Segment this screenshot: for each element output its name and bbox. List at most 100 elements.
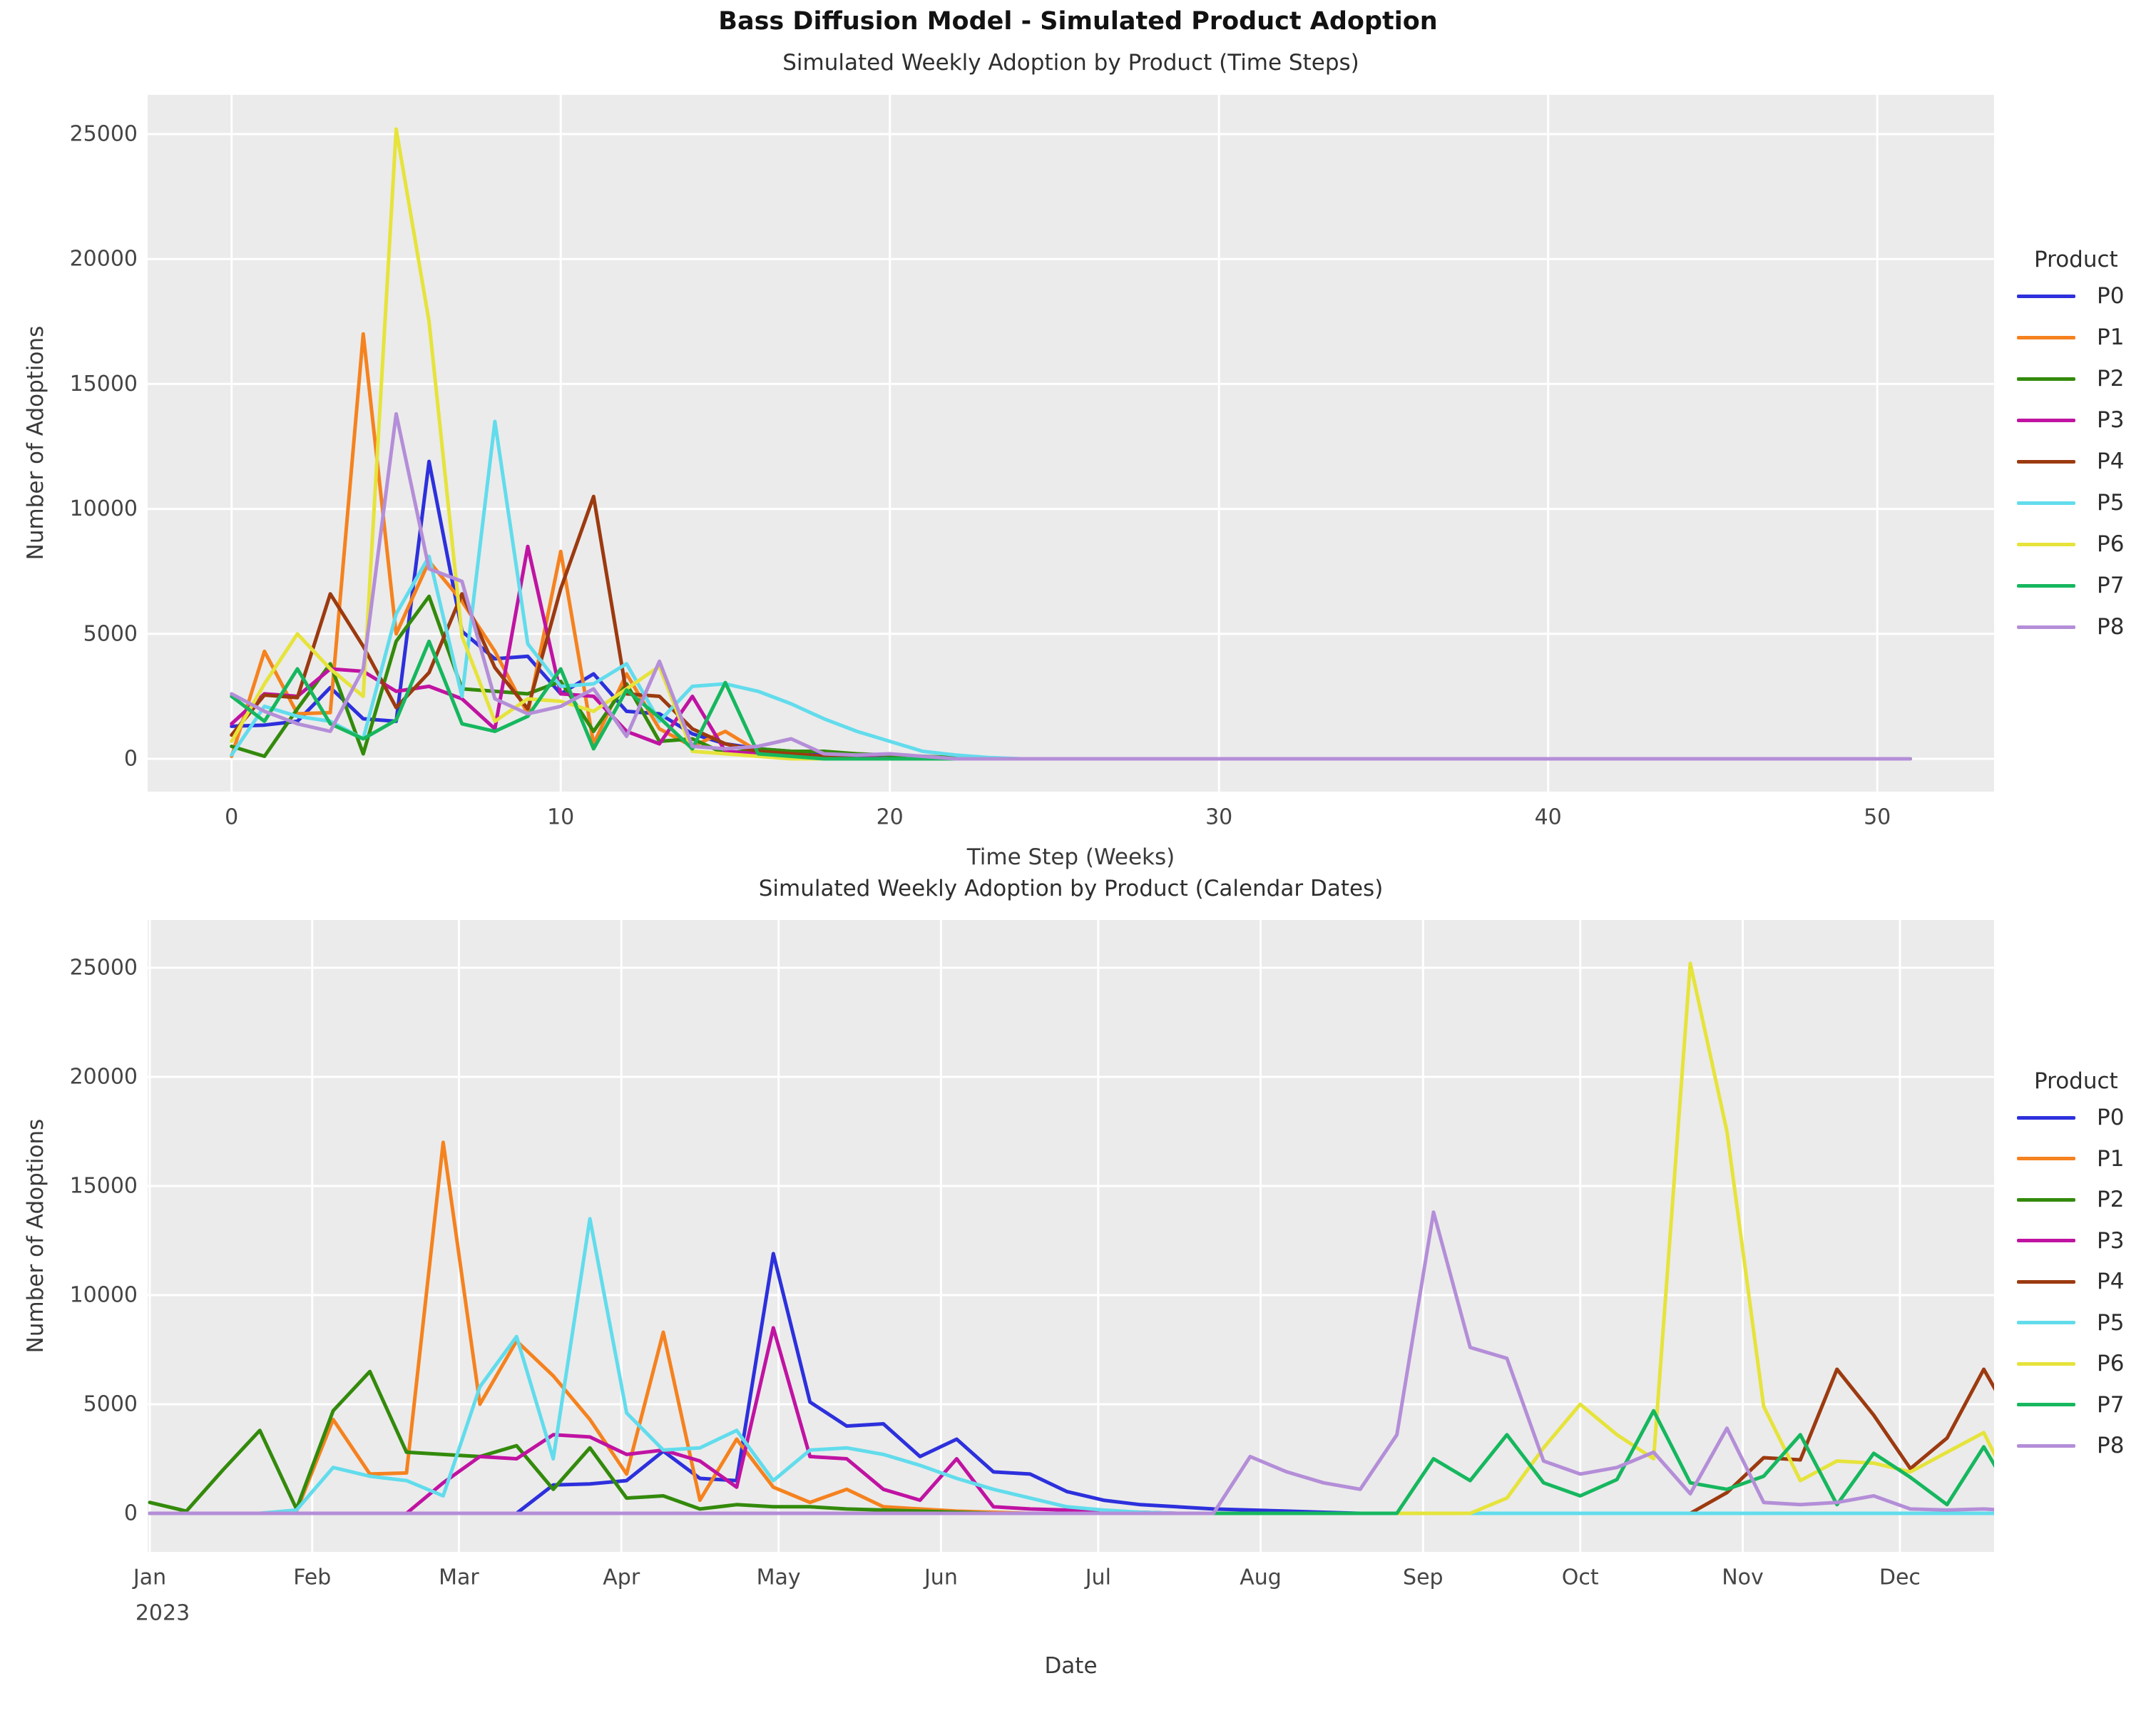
lg2-label-P0: P0 xyxy=(2097,1105,2125,1130)
legend-top-title: Product xyxy=(2034,247,2118,272)
panel2-xlabel: Date xyxy=(1044,1653,1098,1679)
lg2-swatch-P3 xyxy=(2017,1239,2075,1242)
panel2-ytick-0: 0 xyxy=(124,1501,138,1526)
lg1-label-P0: P0 xyxy=(2097,283,2125,309)
lg1-swatch-P6 xyxy=(2017,542,2075,546)
panel2-xtick-Jan: Jan xyxy=(132,1565,166,1590)
panel2-series-group xyxy=(148,961,1994,1515)
panel1-title: Simulated Weekly Adoption by Product (Ti… xyxy=(782,50,1359,76)
lg2-label-P4: P4 xyxy=(2097,1269,2125,1294)
lg2-swatch-P5 xyxy=(2017,1321,2075,1324)
lg2-item-P6: P6 xyxy=(2017,1350,2124,1377)
lg2-item-P1: P1 xyxy=(2017,1145,2124,1172)
panel2-xtick-May: May xyxy=(757,1565,801,1590)
lg1-item-P2: P2 xyxy=(2017,365,2124,392)
panel1-ytick-25000: 25000 xyxy=(70,122,138,147)
lg2-item-P0: P0 xyxy=(2017,1104,2124,1131)
lg2-swatch-P4 xyxy=(2017,1279,2075,1284)
panel1-ytick-20000: 20000 xyxy=(70,247,138,272)
panel1-ylabel: Number of Adoptions xyxy=(23,325,48,561)
lg1-label-P5: P5 xyxy=(2097,490,2125,516)
panel2-xtick-Dec: Dec xyxy=(1879,1565,1921,1590)
panel2-ytick-20000: 20000 xyxy=(70,1065,138,1090)
panel1-ytick-10000: 10000 xyxy=(70,496,138,521)
lg1-swatch-P4 xyxy=(2017,459,2075,464)
lg1-item-P3: P3 xyxy=(2017,407,2124,434)
lg1-swatch-P3 xyxy=(2017,418,2075,422)
lg1-swatch-P5 xyxy=(2017,501,2075,505)
panel1-ytick-0: 0 xyxy=(124,747,138,772)
panel2-line-P8 xyxy=(148,1210,1994,1515)
panel2-plot-area xyxy=(148,920,1994,1552)
lg1-item-P7: P7 xyxy=(2017,572,2124,599)
lg2-label-P7: P7 xyxy=(2097,1391,2125,1418)
lg1-item-P5: P5 xyxy=(2017,489,2124,516)
lg1-label-P6: P6 xyxy=(2097,531,2125,557)
lg2-item-P3: P3 xyxy=(2017,1227,2124,1254)
panel1-ytick-15000: 15000 xyxy=(70,372,138,397)
panel1-xlabel: Time Step (Weeks) xyxy=(966,844,1175,870)
lg1-label-P3: P3 xyxy=(2097,407,2125,433)
panel2-ytick-10000: 10000 xyxy=(70,1283,138,1308)
lg2-swatch-P6 xyxy=(2017,1361,2075,1366)
panel2-xtick-Apr: Apr xyxy=(603,1565,640,1590)
panel2-ytick-15000: 15000 xyxy=(70,1174,138,1199)
panel2-ytick-25000: 25000 xyxy=(70,956,138,981)
lg1-item-P0: P0 xyxy=(2017,282,2124,310)
lg1-swatch-P7 xyxy=(2017,583,2075,588)
panel2-ytick-5000: 5000 xyxy=(83,1392,138,1417)
lg2-item-P4: P4 xyxy=(2017,1268,2124,1295)
lg2-item-P2: P2 xyxy=(2017,1186,2124,1213)
lg1-label-P7: P7 xyxy=(2097,573,2125,598)
panel1-xtick-50: 50 xyxy=(1864,805,1891,830)
panel2-xtick-Oct: Oct xyxy=(1562,1565,1599,1590)
lg1-swatch-P2 xyxy=(2017,377,2075,381)
lg2-swatch-P8 xyxy=(2017,1443,2075,1448)
lg2-item-P7: P7 xyxy=(2017,1391,2124,1418)
panel2-title: Simulated Weekly Adoption by Product (Ca… xyxy=(758,876,1384,901)
panel2-ylabel: Number of Adoptions xyxy=(23,1118,48,1354)
lg2-swatch-P0 xyxy=(2017,1115,2075,1120)
lg1-label-P8: P8 xyxy=(2097,614,2125,640)
panel2-xtick-Sep: Sep xyxy=(1403,1565,1444,1590)
lg1-swatch-P0 xyxy=(2017,294,2075,298)
panel1-ytick-5000: 5000 xyxy=(83,621,138,646)
lg2-swatch-P2 xyxy=(2017,1197,2075,1202)
lg1-swatch-P1 xyxy=(2017,335,2075,339)
lg1-label-P4: P4 xyxy=(2097,449,2125,474)
panel1-series-group xyxy=(230,127,1912,761)
panel1-line-P8 xyxy=(230,411,1912,761)
panel1-xtick-40: 40 xyxy=(1535,805,1562,830)
panel2-xtick-Jun: Jun xyxy=(923,1565,958,1590)
lg1-label-P2: P2 xyxy=(2097,366,2125,392)
lg2-label-P3: P3 xyxy=(2097,1227,2125,1254)
panel2-xtick-Jul: Jul xyxy=(1084,1565,1111,1590)
panel1-xtick-30: 30 xyxy=(1205,805,1232,830)
panel1-xtick-0: 0 xyxy=(225,805,238,830)
lg1-item-P4: P4 xyxy=(2017,448,2124,475)
lg1-item-P1: P1 xyxy=(2017,324,2124,351)
lg1-swatch-P8 xyxy=(2017,625,2075,629)
lg1-item-P6: P6 xyxy=(2017,531,2124,558)
lg2-item-P5: P5 xyxy=(2017,1309,2124,1336)
panel2-line-P5 xyxy=(148,1217,1994,1515)
lg2-label-P8: P8 xyxy=(2097,1433,2125,1458)
lg1-label-P1: P1 xyxy=(2097,324,2125,350)
panel2-xtick-year: 2023 xyxy=(136,1601,190,1626)
legend-bottom-title: Product xyxy=(2034,1068,2118,1094)
lg2-swatch-P7 xyxy=(2017,1403,2075,1406)
lg2-label-P6: P6 xyxy=(2097,1351,2125,1376)
lg2-label-P2: P2 xyxy=(2097,1187,2125,1212)
lg1-item-P8: P8 xyxy=(2017,613,2124,640)
panel2-xtick-Aug: Aug xyxy=(1240,1565,1282,1590)
panel1-xtick-10: 10 xyxy=(547,805,574,830)
panel2-xtick-Feb: Feb xyxy=(293,1565,331,1590)
panel2-xtick-Mar: Mar xyxy=(439,1565,479,1590)
panel2-xtick-Nov: Nov xyxy=(1722,1565,1764,1590)
figure-title: Bass Diffusion Model - Simulated Product… xyxy=(718,7,1438,36)
lg2-label-P1: P1 xyxy=(2097,1145,2125,1172)
lg2-label-P5: P5 xyxy=(2097,1309,2125,1336)
panel1-xtick-20: 20 xyxy=(877,805,904,830)
